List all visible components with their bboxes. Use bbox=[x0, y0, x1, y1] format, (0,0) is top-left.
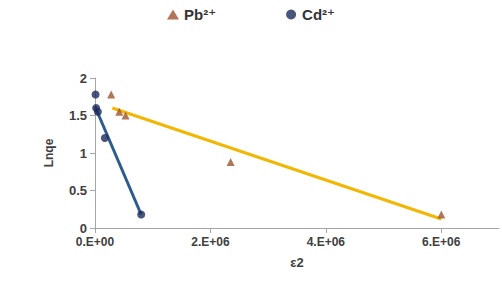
svg-text:6.E+06: 6.E+06 bbox=[422, 235, 461, 249]
svg-text:4.E+06: 4.E+06 bbox=[307, 235, 346, 249]
svg-text:Lnqe: Lnqe bbox=[42, 138, 56, 167]
svg-text:1: 1 bbox=[80, 146, 87, 161]
svg-text:Pb²⁺: Pb²⁺ bbox=[184, 6, 216, 23]
svg-text:2.E+06: 2.E+06 bbox=[191, 235, 230, 249]
svg-text:Cd²⁺: Cd²⁺ bbox=[302, 6, 335, 23]
svg-text:1.5: 1.5 bbox=[69, 108, 87, 123]
svg-text:0: 0 bbox=[80, 221, 87, 236]
svg-text:0.E+00: 0.E+00 bbox=[76, 235, 115, 249]
svg-text:ε2: ε2 bbox=[290, 255, 303, 270]
svg-text:2: 2 bbox=[80, 71, 87, 86]
svg-text:0.5: 0.5 bbox=[69, 183, 87, 198]
